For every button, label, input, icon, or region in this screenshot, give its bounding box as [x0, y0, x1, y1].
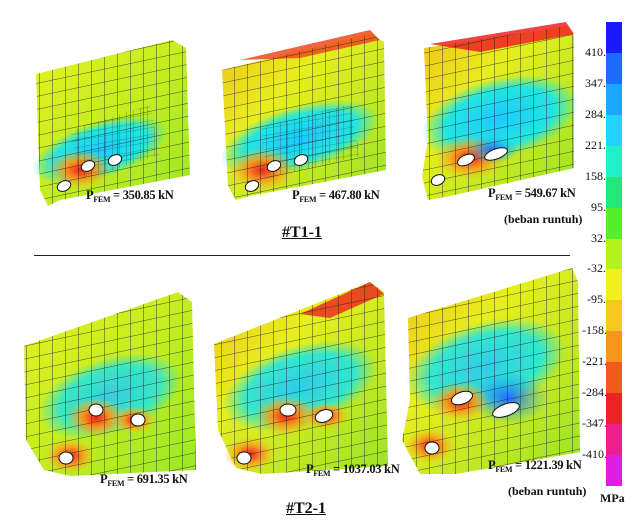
load-label-t1-1-a: PFEM = 350.85 kN [86, 188, 174, 204]
scale-tick-label: -95. [587, 292, 606, 307]
color-scale-segment [606, 269, 622, 301]
scale-tick-label: 221. [585, 137, 606, 152]
scale-tick-label: -158. [582, 323, 607, 338]
scale-tick-label: 95. [591, 199, 606, 214]
panel-t1-1-b [220, 30, 386, 200]
panel-t1-1-c [421, 22, 579, 200]
scale-tick-label: 32. [591, 230, 606, 245]
scale-tick-label: -221. [582, 354, 607, 369]
scale-tick-label: -284. [582, 385, 607, 400]
color-scale-segment [606, 424, 622, 456]
panel-t2-1-c [402, 268, 580, 474]
specimen-title-t2-1: #T2-1 [286, 500, 326, 517]
panel-t2-1-b [214, 282, 388, 474]
scale-tick-label: 284. [585, 106, 606, 121]
scale-tick-label: 410. [585, 44, 606, 59]
load-label-t2-1-c: PFEM = 1221.39 kN [488, 458, 582, 474]
color-scale-segment [606, 300, 622, 332]
panel-t1-1-a [32, 40, 190, 206]
color-scale-segment [606, 114, 622, 147]
stress-unit-label: MPa [600, 491, 625, 505]
color-scale-segment [606, 145, 622, 178]
row-divider [34, 255, 570, 256]
color-scale-segment [606, 362, 622, 394]
collapse-load-note-t1-1: (beban runtuh) [504, 212, 583, 226]
load-label-t2-1-a: PFEM = 691.35 kN [100, 472, 188, 488]
color-scale-segment [606, 176, 622, 209]
color-scale-segment [606, 393, 622, 425]
stress-color-scale [606, 22, 622, 487]
panel-t2-1-a [24, 292, 196, 476]
load-label-t1-1-c: PFEM = 549.67 kN [488, 186, 576, 202]
scale-tick-label: -410. [582, 447, 607, 462]
scale-tick-label: 158. [585, 168, 606, 183]
specimen-title-t1-1: #T1-1 [282, 224, 322, 241]
load-label-t1-1-b: PFEM = 467.80 kN [292, 188, 380, 204]
color-scale-segment [606, 52, 622, 85]
color-scale-segment [606, 238, 622, 270]
color-scale-segment [606, 455, 622, 487]
scale-tick-label: -347. [582, 416, 607, 431]
scale-tick-label: 347. [585, 75, 606, 90]
color-scale-segment [606, 331, 622, 363]
load-label-t2-1-b: PFEM = 1037.03 kN [306, 462, 400, 478]
scale-tick-label: -32. [587, 261, 606, 276]
color-scale-segment [606, 22, 622, 54]
color-scale-segment [606, 207, 622, 240]
collapse-load-note-t2-1: (beban runtuh) [508, 484, 587, 498]
color-scale-segment [606, 83, 622, 116]
